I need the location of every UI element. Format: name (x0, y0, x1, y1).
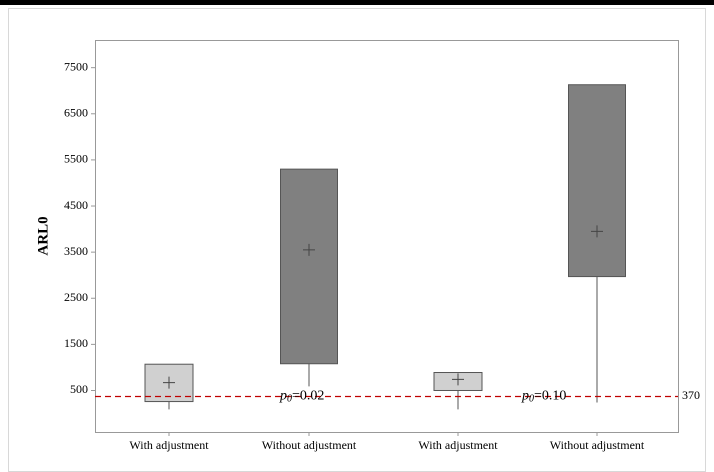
reference-label: 370 (682, 388, 700, 402)
box (280, 168, 338, 365)
mean-marker (452, 373, 464, 386)
annotation-part: p (279, 389, 287, 404)
mean-marker (303, 243, 315, 256)
annotation-part: 0 (529, 394, 534, 405)
annotation-part: 0 (287, 394, 292, 405)
y-tick-label: 2500 (64, 290, 88, 304)
top-bar (0, 0, 714, 5)
y-tick-label: 500 (70, 382, 88, 396)
annotation-part: =0.10 (534, 389, 566, 404)
y-tick-label: 4500 (64, 198, 88, 212)
mean-marker (591, 225, 603, 238)
annotation: p0=0.02 (279, 389, 324, 405)
x-tick-label: With adjustment (129, 438, 209, 452)
y-axis-label: ARL0 (35, 216, 51, 255)
y-tick-label: 5500 (64, 152, 88, 166)
plot-frame (95, 40, 679, 433)
x-tick-label: With adjustment (418, 438, 498, 452)
mean-marker (163, 376, 175, 389)
annotation-part: p (521, 389, 529, 404)
x-tick-label: Without adjustment (550, 438, 645, 452)
annotation: p0=0.10 (521, 389, 566, 405)
x-tick-label: Without adjustment (262, 438, 357, 452)
y-tick-label: 7500 (64, 59, 88, 73)
y-tick-label: 1500 (64, 336, 88, 350)
y-tick-label: 3500 (64, 244, 88, 258)
box (568, 84, 626, 278)
y-tick-label: 6500 (64, 106, 88, 120)
annotation-part: =0.02 (292, 389, 324, 404)
